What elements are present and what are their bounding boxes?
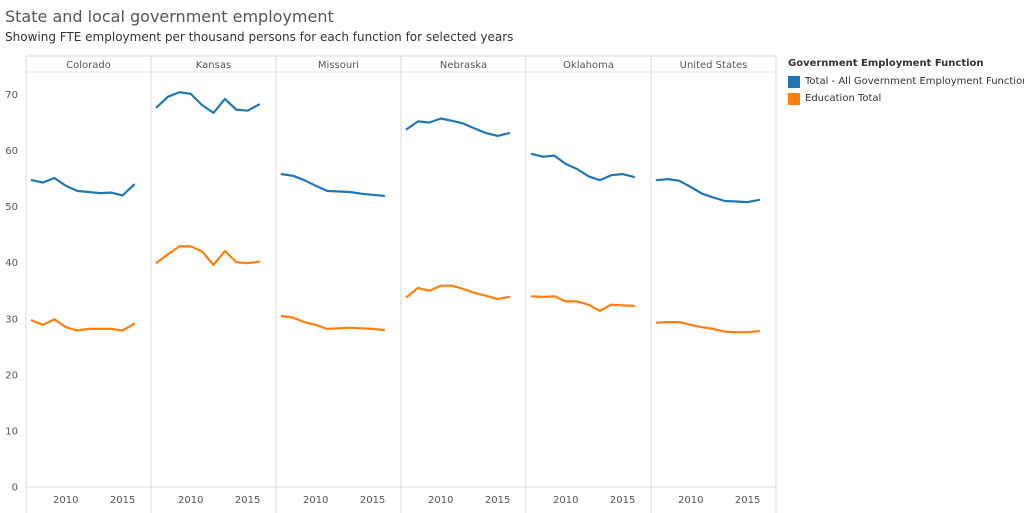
x-tick-label: 2010 [428,495,453,506]
series-line-total [155,91,261,115]
panel-label: Oklahoma [563,60,614,71]
chart-subtitle: Showing FTE employment per thousand pers… [5,30,514,44]
legend-item-education[interactable]: Education Total [788,90,1024,107]
legend-swatch-total [788,75,800,88]
panel-label: United States [680,60,748,71]
x-tick-label: 2015 [610,495,635,506]
series-line-education [655,321,761,334]
panel-label: Colorado [66,60,111,71]
x-tick-label: 2015 [360,495,385,506]
legend[interactable]: Government Employment Function Total - A… [788,58,1024,107]
panel-label: Missouri [318,60,359,71]
series-line-total [530,152,636,182]
x-tick-label: 2015 [735,495,760,506]
panel-label: Nebraska [440,60,487,71]
series-line-education [155,245,261,266]
series-line-education [530,295,636,312]
x-tick-label: 2010 [303,495,328,506]
series-line-education [280,314,386,332]
legend-label-education: Education Total [805,93,882,104]
x-tick-label: 2015 [485,495,510,506]
series-line-education [405,284,511,301]
x-tick-label: 2010 [53,495,78,506]
series-line-total [405,117,511,137]
y-tick-label: 30 [5,314,18,325]
x-tick-label: 2010 [553,495,578,506]
x-tick-label: 2015 [235,495,260,506]
y-tick-label: 70 [5,90,18,101]
x-tick-label: 2010 [178,495,203,506]
legend-label-total: Total - All Government Employment Functi… [805,76,1024,87]
y-tick-label: 40 [5,258,18,269]
y-tick-label: 60 [5,146,18,157]
y-tick-label: 50 [5,202,18,213]
series-line-education [30,318,136,332]
legend-item-total[interactable]: Total - All Government Employment Functi… [788,73,1024,90]
legend-title: Government Employment Function [788,58,984,69]
x-tick-label: 2010 [678,495,703,506]
x-tick-label: 2015 [110,495,135,506]
chart-title: State and local government employment [5,7,334,26]
y-tick-label: 20 [5,370,18,381]
y-tick-label: 10 [5,426,18,437]
chart-area: 0 10 20 30 40 50 60 70 Colorado 2010 2015 Kansas 201… [5,55,777,513]
series-line-total [655,178,761,204]
panel-label: Kansas [196,60,231,71]
series-line-total [30,176,136,197]
series-line-total [280,173,386,197]
legend-swatch-education [788,92,800,105]
y-tick-label: 0 [12,483,18,494]
